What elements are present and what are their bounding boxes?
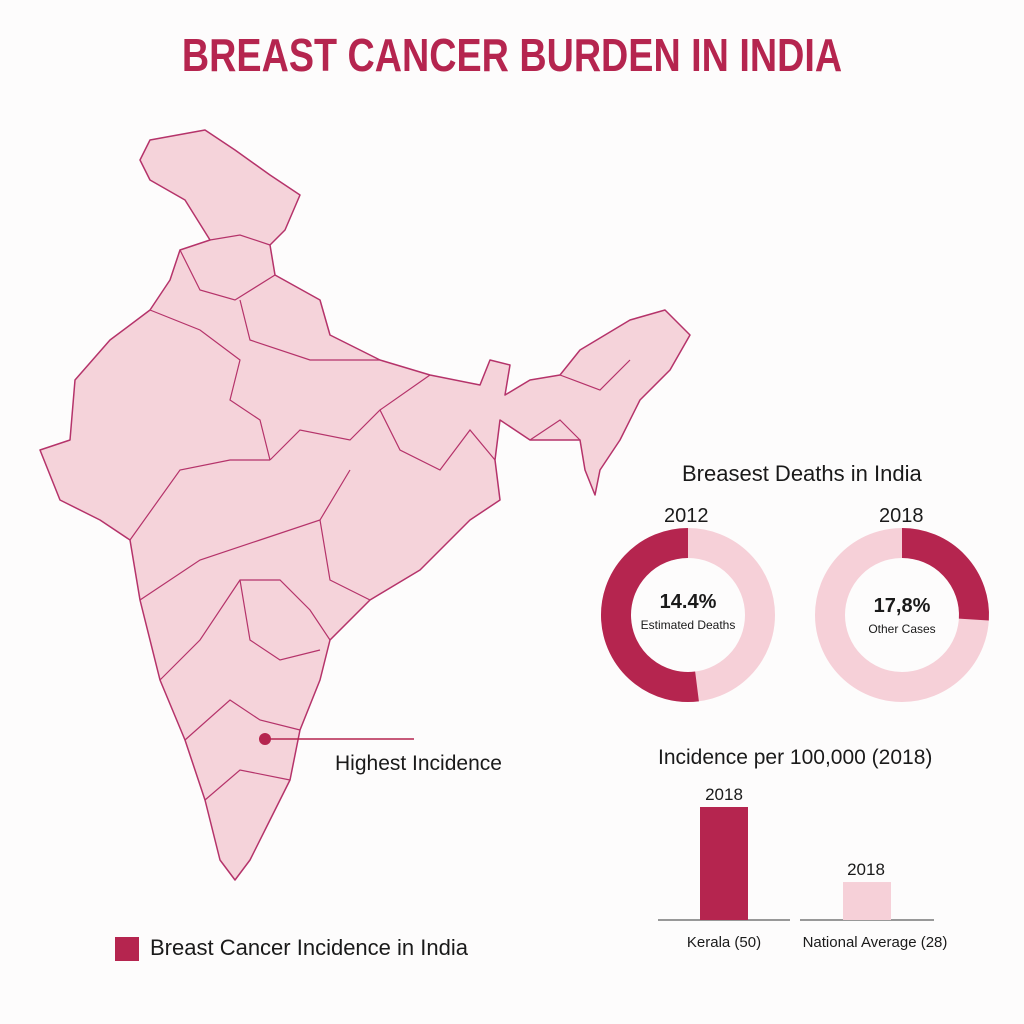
donut-2012-label: Estimated Deaths: [640, 618, 736, 632]
bar-1: [843, 882, 891, 920]
donut-2018-year: 2018: [879, 505, 924, 527]
donut-2012-highlight: [601, 528, 699, 702]
bar-0: [700, 807, 748, 920]
donut-2012-year: 2012: [664, 505, 709, 527]
legend-label: Breast Cancer Incidence in India: [150, 935, 468, 960]
donut-section-title: Breasest Deaths in India: [682, 461, 922, 486]
category-national: National Average (28): [802, 934, 948, 951]
callout-label: Highest Incidence: [335, 752, 502, 775]
bar-chart-title: Incidence per 100,000 (2018): [658, 746, 933, 769]
page-title: BREAST CANCER BURDEN IN INDIA: [181, 29, 843, 81]
donut-2018-highlight: [901, 528, 989, 621]
legend-swatch: [115, 937, 139, 961]
highest-incidence-callout: [259, 733, 414, 745]
bar-label-kerala: 2018: [705, 785, 743, 804]
donut-2018-value: 17,8%: [873, 595, 931, 617]
category-kerala: Kerala (50): [686, 934, 762, 951]
donut-2012-value: 14.4%: [659, 591, 717, 613]
highest-incidence-marker: [259, 733, 271, 745]
bar-label-national: 2018: [847, 860, 885, 879]
state-borders: [129, 234, 631, 801]
donut-2018-label: Other Cases: [868, 622, 936, 636]
